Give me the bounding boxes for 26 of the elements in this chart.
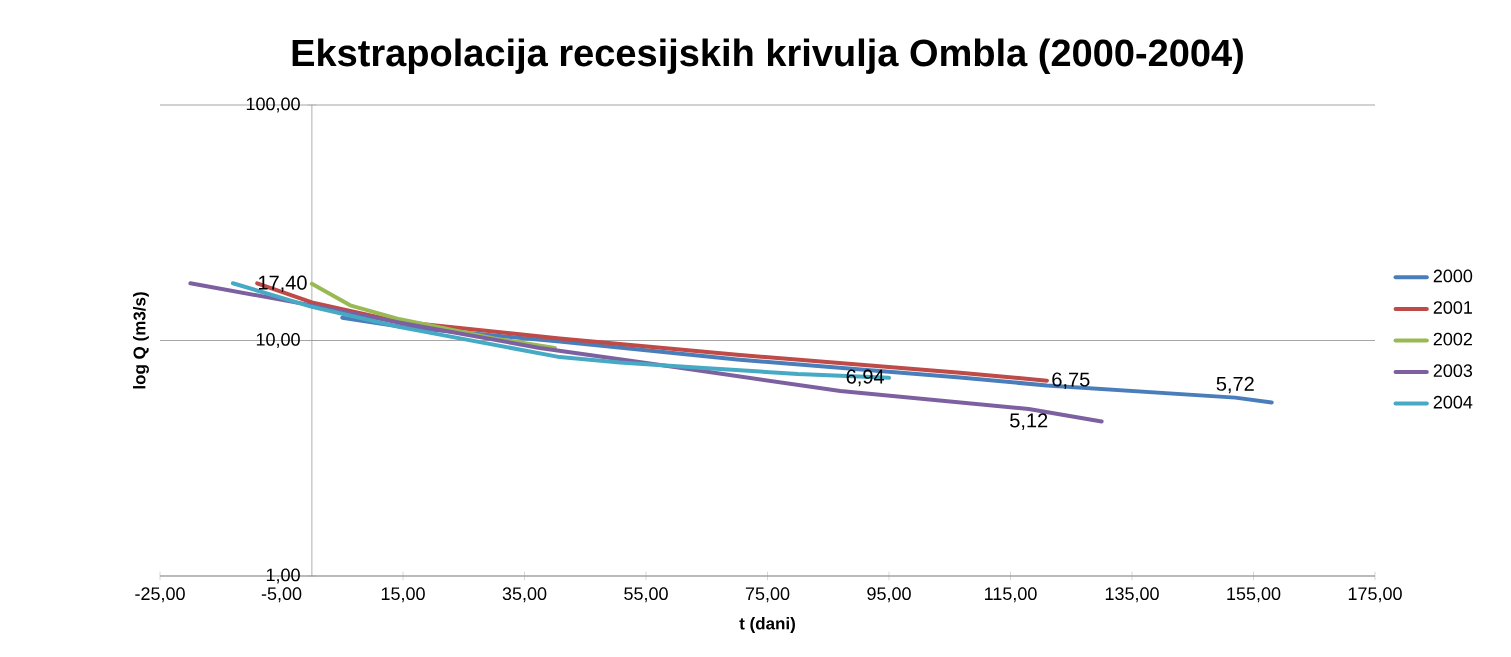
annotation: 17,40 xyxy=(258,275,307,293)
chart-title: Ekstrapolacija recesijskih krivulja Ombla (2000-2004) xyxy=(292,38,1243,74)
x-tick-label: -5,00 xyxy=(261,587,302,603)
y-axis-title: log Q (m3/s) xyxy=(133,292,149,389)
x-tick-label: -25,00 xyxy=(135,587,185,603)
x-tick-label: 75,00 xyxy=(745,587,790,603)
annotation: 6,75 xyxy=(1052,372,1090,389)
x-axis-title: t (dani) xyxy=(739,617,795,633)
y-tick-label: 1,00 xyxy=(266,568,300,584)
annotation: 5,12 xyxy=(1010,413,1048,430)
legend-label: 2004 xyxy=(1433,395,1473,409)
y-tick-label: 10,00 xyxy=(256,333,300,348)
annotation: 5,72 xyxy=(1216,376,1254,394)
legend-label: 2002 xyxy=(1433,332,1472,346)
x-tick-label: 15,00 xyxy=(381,587,425,603)
legend-label: 2001 xyxy=(1433,301,1472,314)
x-tick-label: 35,00 xyxy=(502,587,547,603)
x-tick-label: 55,00 xyxy=(624,587,668,603)
x-tick-label: 135,00 xyxy=(1105,587,1159,603)
x-tick-label: 115,00 xyxy=(985,587,1037,603)
y-tick-label: 100,00 xyxy=(246,97,300,113)
x-tick-label: 155,00 xyxy=(1227,587,1281,603)
x-tick-label: 175,00 xyxy=(1348,587,1402,603)
legend-label: 2000 xyxy=(1433,269,1473,283)
legend-label: 2003 xyxy=(1433,364,1473,378)
x-tick-label: 95,00 xyxy=(867,587,911,603)
